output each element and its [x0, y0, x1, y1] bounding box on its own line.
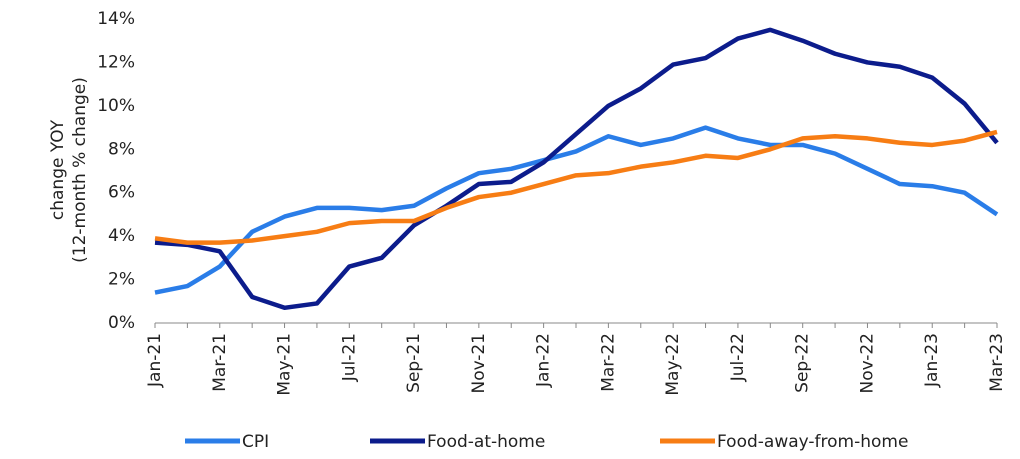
y-tick-label: 0%: [108, 313, 135, 333]
y-tick-label: 2%: [108, 270, 135, 290]
y-tick-label: 10%: [97, 96, 135, 116]
x-tick-label: Nov-21: [469, 333, 489, 394]
x-tick-label: Jul-21: [339, 333, 359, 382]
series-line: [154, 27, 999, 311]
legend-label: CPI: [242, 432, 269, 452]
x-tick-label: Jan-21: [145, 333, 165, 388]
x-tick-label: Sep-21: [404, 333, 424, 393]
y-tick-label: 12%: [97, 52, 135, 72]
legend-label: Food-away-from-home: [717, 432, 908, 452]
series-line: [154, 125, 999, 295]
x-tick-label: Nov-22: [857, 333, 877, 394]
x-tick-label: Mar-22: [598, 333, 618, 392]
x-tick-label: Jan-23: [922, 333, 942, 388]
y-axis-label: change YOY: [48, 119, 68, 220]
x-tick-label: Sep-22: [793, 333, 813, 393]
x-tick-label: May-21: [275, 333, 295, 396]
legend-label: Food-at-home: [427, 432, 545, 452]
y-tick-label: 14%: [97, 9, 135, 29]
x-tick-label: Jan-22: [534, 333, 554, 388]
x-tick-label: Mar-21: [210, 333, 230, 392]
x-tick-label: Jul-22: [728, 333, 748, 382]
x-tick-label: Mar-23: [987, 333, 1007, 392]
series-line: [154, 129, 998, 245]
y-tick-label: 6%: [108, 183, 135, 203]
x-tick-label: May-22: [663, 333, 683, 396]
y-axis-label: (12-month % change): [70, 77, 90, 263]
y-tick-label: 8%: [108, 139, 135, 159]
y-tick-label: 4%: [108, 226, 135, 246]
